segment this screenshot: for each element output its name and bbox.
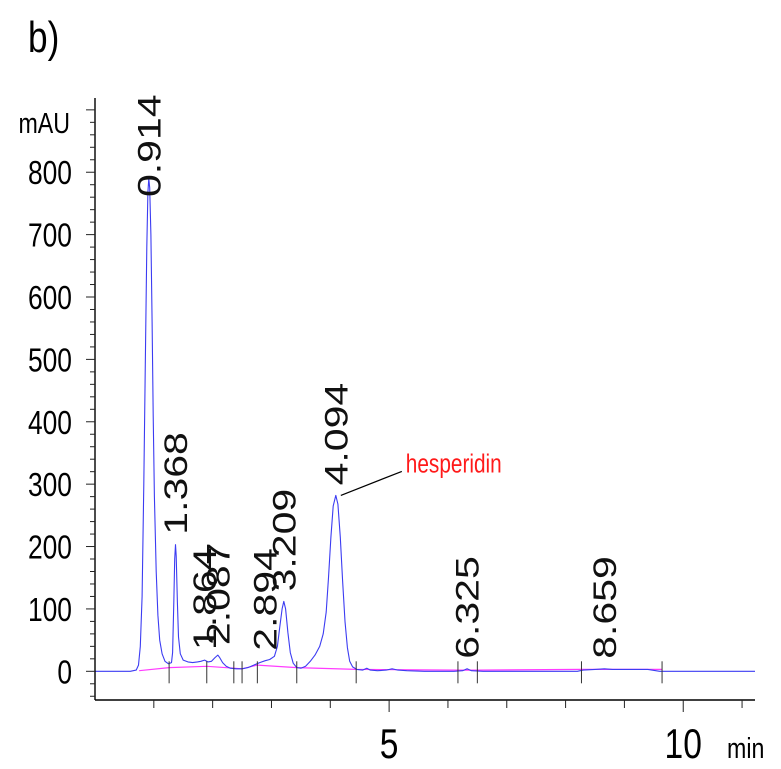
- signal-trace: [95, 177, 755, 672]
- y-tick-label: 0: [57, 655, 72, 691]
- peak-annotations: hesperidin: [340, 449, 502, 496]
- integration-baseline-layer: [139, 664, 663, 672]
- peak-label: 2.087: [199, 543, 236, 646]
- x-tick-label: 10: [665, 722, 702, 768]
- y-tick-label: 200: [28, 530, 72, 566]
- peak-label: 2.894: [247, 548, 284, 651]
- y-tick-label: 100: [28, 592, 72, 628]
- y-tick-label: 600: [28, 280, 72, 316]
- x-tick-label: 5: [380, 722, 399, 768]
- panel-label: b): [28, 13, 59, 62]
- y-tick-label: 700: [28, 218, 72, 254]
- peak-label: 1.864: [186, 548, 223, 651]
- integration-baseline: [139, 664, 663, 672]
- y-tick-label: 300: [28, 467, 72, 503]
- peak-label: 3.209: [265, 489, 302, 592]
- y-tick-label: 800: [28, 156, 72, 192]
- x-axis-ticks: [153, 700, 743, 712]
- y-axis-ticks: [86, 109, 95, 697]
- y-tick-label: 500: [28, 343, 72, 379]
- signal-trace-layer: [95, 177, 755, 672]
- peak-annotation-label: hesperidin: [406, 449, 502, 478]
- y-axis-tick-labels: 0 100 200 300 400 500 600 700 800: [28, 156, 72, 692]
- peak-label: 0.914: [130, 94, 167, 197]
- peak-label: 4.094: [317, 383, 354, 486]
- x-axis-title: min: [727, 731, 764, 764]
- y-tick-label: 400: [28, 405, 72, 441]
- integration-event-marks: [168, 661, 663, 684]
- peak-label: 8.659: [586, 556, 623, 659]
- peak-label: 1.368: [157, 432, 194, 535]
- y-axis-title: mAU: [18, 106, 70, 139]
- annotation-leader-line: [340, 470, 403, 496]
- x-axis-tick-labels: 5 10: [380, 722, 702, 768]
- peak-label: 6.325: [449, 556, 486, 659]
